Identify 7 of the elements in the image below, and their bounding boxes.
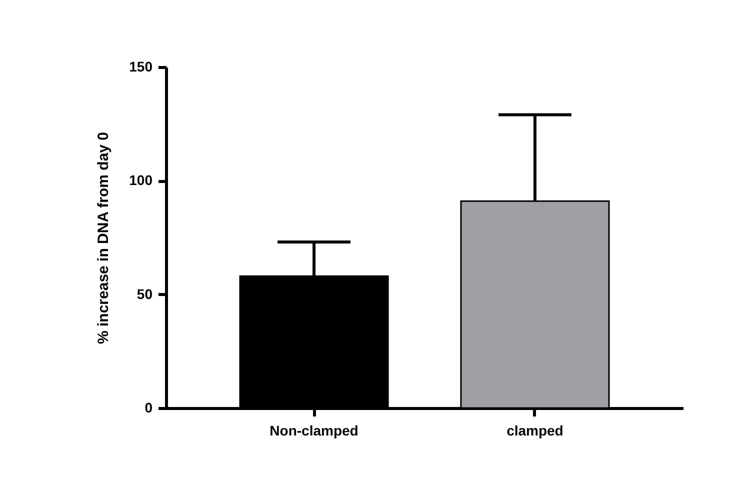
y-tick-label: 100 (129, 172, 153, 188)
x-tick-label: Non-clamped (270, 422, 358, 438)
x-tick-label: clamped (506, 422, 564, 438)
y-tick-label: 0 (144, 400, 153, 416)
y-axis-title: % increase in DNA from day 0 (95, 132, 112, 344)
y-tick-label: 150 (129, 58, 153, 74)
y-tick-label: 50 (136, 286, 153, 302)
